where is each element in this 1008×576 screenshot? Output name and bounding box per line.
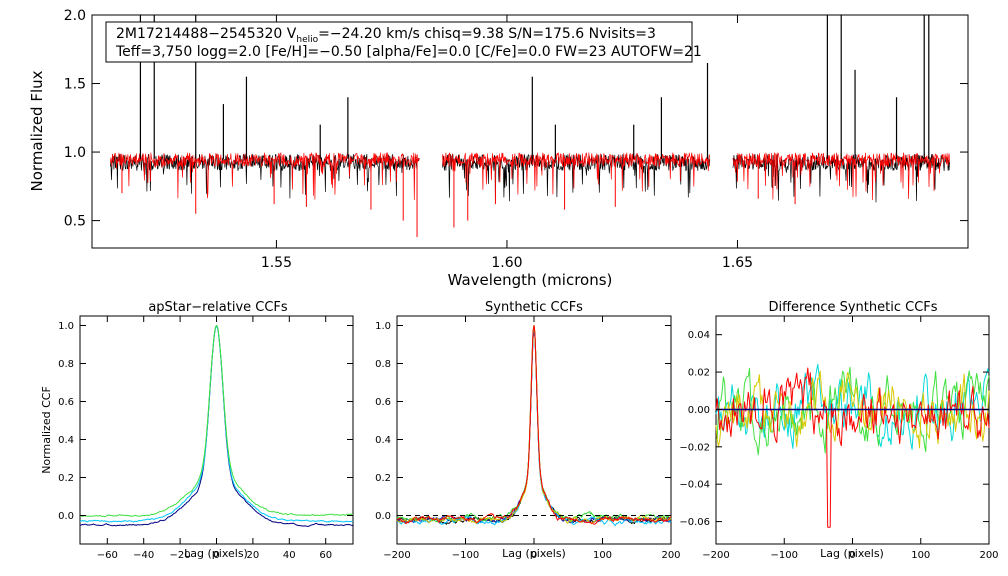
difference-ccf-lines: [715, 363, 990, 528]
ccf-s2: [396, 329, 672, 524]
synthetic-ccf-xlabel: Lag (pixels): [502, 547, 566, 560]
x-tick-label: 1.65: [722, 255, 753, 271]
x-tick-label: 100: [911, 550, 930, 561]
y-tick-label: 2.0: [64, 8, 86, 24]
x-tick-label: 0: [849, 550, 855, 561]
y-tick-label: −0.06: [679, 517, 710, 528]
ccf-s3: [397, 326, 672, 526]
x-tick-label: −200: [702, 550, 729, 561]
y-tick-label: 0.00: [688, 405, 710, 416]
y-tick-label: 1.5: [64, 76, 86, 92]
x-tick-label: 20: [247, 550, 260, 561]
y-tick-label: −0.02: [679, 442, 710, 453]
difference-ccf-frame: [715, 315, 990, 545]
spectrum-axes: 1.55 1.60 1.65 0.5 1.0 1.5 2.0: [64, 8, 968, 271]
x-tick-label: −100: [771, 550, 798, 561]
x-tick-label: −200: [383, 550, 410, 561]
spectrum-panel: 1.55 1.60 1.65 0.5 1.0 1.5 2.0 2M17214488−2545…: [28, 8, 969, 289]
difference-ccf-title: Difference Synthetic CCFs: [768, 300, 937, 315]
y-tick-label: 0.5: [64, 213, 86, 229]
y-tick-label: 0.8: [58, 359, 74, 370]
y-tick-label: 1.0: [375, 321, 391, 332]
difference-ccf-axes: −200 −100 0 100 200 −0.06 −0.04 −0.02 0.00 0.02 0.…: [679, 316, 999, 561]
y-tick-label: 0.02: [688, 368, 710, 379]
ccf-visit 3: [79, 325, 354, 518]
synthetic-ccf-panel: Synthetic CCFs −200 −100 0 100 200 0.0 0.2 0.4 0…: [375, 300, 680, 561]
y-tick-label: 1.0: [64, 145, 86, 161]
y-tick-label: 1.0: [58, 321, 74, 332]
spectrum-xlabel: Wavelength (microns): [448, 271, 613, 289]
spectrum-model: [110, 152, 420, 200]
apstar-ccf-axes: −60 −40 −20 0 20 40 60 0.0 0.2 0.4 0.6 0.8 1.0: [58, 316, 353, 561]
x-tick-label: 200: [979, 550, 998, 561]
x-tick-label: −20: [170, 550, 191, 561]
x-tick-label: 100: [593, 550, 612, 561]
spectrum-observed: [110, 153, 420, 199]
x-tick-label: 1.60: [491, 255, 522, 271]
spectrum-ylabel: Normalized Flux: [28, 70, 46, 191]
diff-d2: [715, 366, 990, 456]
synthetic-ccf-title: Synthetic CCFs: [485, 300, 583, 315]
apstar-ccf-xlabel: Lag (pixels): [184, 547, 248, 560]
ccf-s6: [396, 325, 672, 525]
spectrum-model: [442, 152, 711, 195]
x-tick-label: 1.55: [261, 255, 292, 271]
y-tick-label: −0.04: [679, 480, 710, 491]
y-tick-label: 0.04: [688, 330, 710, 341]
apstar-ccf-title: apStar−relative CCFs: [148, 300, 288, 315]
x-tick-label: 40: [283, 550, 296, 561]
x-tick-label: −40: [133, 550, 154, 561]
difference-ccf-panel: Difference Synthetic CCFs −200 −100 0 100 20…: [679, 300, 998, 561]
y-tick-label: 0.0: [58, 511, 74, 522]
apstar-ccf-ylabel: Normalized CCF: [40, 386, 53, 474]
y-tick-label: 0.2: [375, 473, 391, 484]
x-tick-label: −100: [452, 550, 479, 561]
x-tick-label: 0: [531, 550, 537, 561]
y-tick-label: 0.8: [375, 359, 391, 370]
ccf-s1: [396, 325, 672, 525]
ccf-visit 1: [79, 325, 354, 527]
synthetic-ccf-frame: [396, 315, 672, 545]
apstar-ccf-frame: [79, 315, 354, 545]
diff-d4: [715, 367, 990, 528]
ccf-s5: [396, 325, 672, 525]
apstar-ccf-lines: [79, 325, 354, 527]
y-tick-label: 0.6: [58, 397, 74, 408]
diff-d3: [715, 370, 990, 449]
annotation-line-2: Teff=3,750 logg=2.0 [Fe/H]=−0.50 [alpha/…: [115, 44, 702, 60]
difference-ccf-xlabel: Lag (pixels): [820, 547, 884, 560]
ccf-s4: [396, 325, 672, 523]
x-tick-label: 0: [213, 550, 219, 561]
y-tick-label: 0.6: [375, 397, 391, 408]
x-tick-label: −60: [97, 550, 118, 561]
synthetic-ccf-lines: [396, 325, 672, 526]
ccf-visit 2: [79, 325, 354, 523]
synthetic-ccf-axes: −200 −100 0 100 200 0.0 0.2 0.4 0.6 0.8 1.0: [375, 316, 681, 561]
x-tick-label: 60: [319, 550, 332, 561]
x-tick-label: 200: [661, 550, 680, 561]
spectrum-frame: [91, 14, 969, 249]
annotation-box: [105, 21, 693, 63]
y-tick-label: 0.4: [58, 435, 74, 446]
apstar-ccf-panel: apStar−relative CCFs −60 −40 −20 0 20 40 60 0.0…: [40, 300, 354, 561]
y-tick-label: 0.0: [375, 511, 391, 522]
y-tick-label: 0.4: [375, 435, 391, 446]
y-tick-label: 0.2: [58, 473, 74, 484]
annotation-line-1: 2M17214488−2545320 Vhelio=−24.20 km/s ch…: [116, 26, 656, 45]
